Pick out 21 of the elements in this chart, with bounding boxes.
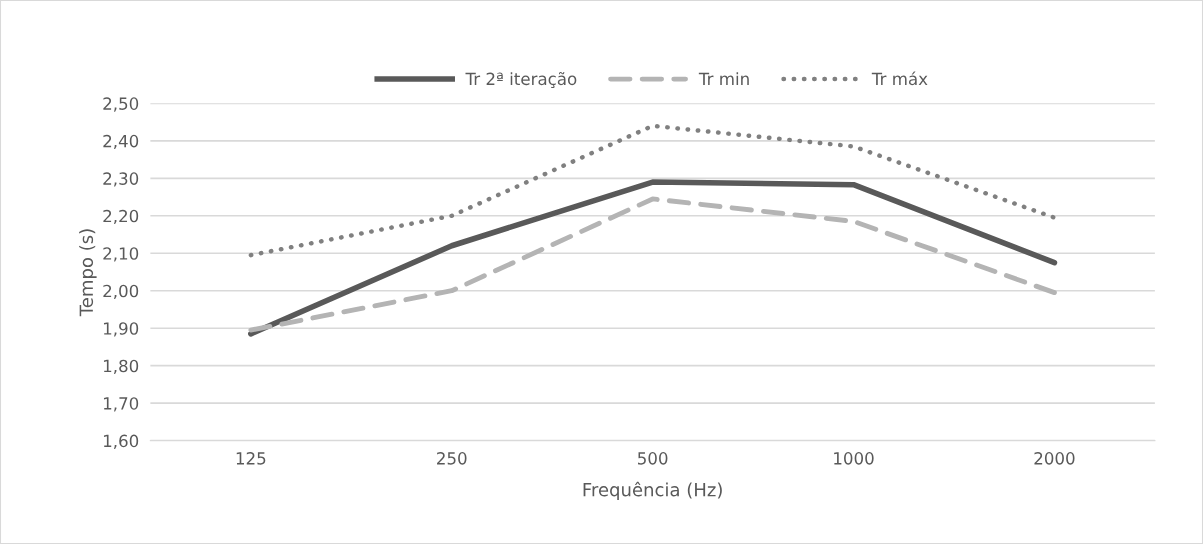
x-tick-label: 2000 <box>1034 452 1075 465</box>
y-tick-label: 1,90 <box>103 322 139 337</box>
y-tick-label: 2,20 <box>103 209 139 225</box>
y-tick-label: 2,40 <box>103 134 139 150</box>
line-series <box>248 123 1057 258</box>
y-tick-label: 1,80 <box>103 359 139 374</box>
x-axis-title: Frequência (Hz) <box>583 481 722 500</box>
y-axis-title: Tempo (s) <box>79 229 97 317</box>
y-tick-label: 2,10 <box>103 247 139 262</box>
y-tick-label: 1,70 <box>103 397 139 412</box>
legend-label: Tr máx <box>871 71 928 86</box>
x-tick-label: 250 <box>437 452 467 465</box>
y-tick-label: 2,50 <box>103 97 139 112</box>
x-tick-label: 500 <box>638 452 668 465</box>
x-tick-label: 1000 <box>834 452 874 465</box>
x-tick-label: 125 <box>236 452 266 465</box>
y-tick-label: 1,60 <box>103 434 139 449</box>
y-tick-label: 2,30 <box>103 172 139 187</box>
legend-label: Tr 2ª iteração <box>465 71 577 89</box>
y-tick-label: 2,00 <box>103 284 139 300</box>
legend-label: Tr min <box>698 72 749 85</box>
